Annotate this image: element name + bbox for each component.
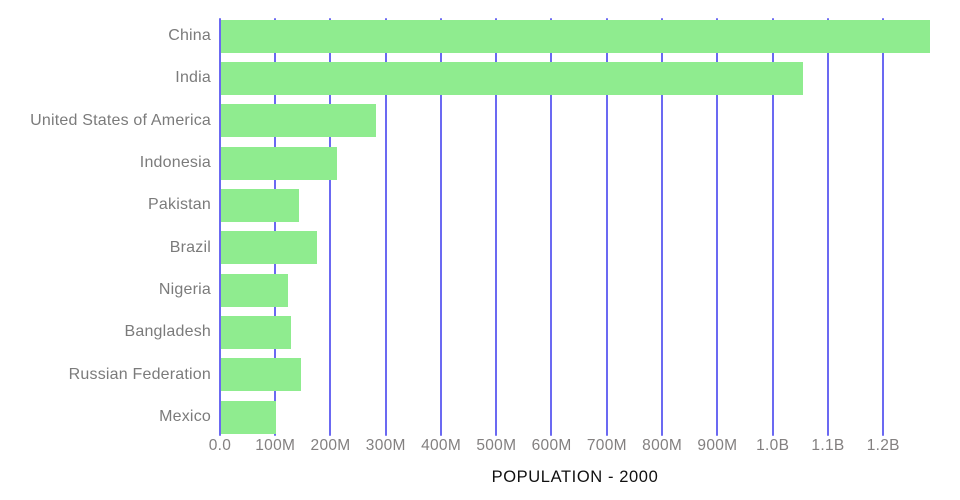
gridline [716,18,719,436]
x-tick-label: 500M [476,437,517,454]
gridline [882,18,885,436]
x-tick-label: 600M [531,437,572,454]
x-tick-label: 100M [255,437,296,454]
gridline [550,18,553,436]
gridline [826,18,829,436]
category-label: Brazil [169,238,211,256]
x-tick-label: 400M [421,437,462,454]
bar [220,19,930,53]
x-tick-label: 700M [586,437,627,454]
bar [220,315,291,349]
gridline [605,18,608,436]
gridline [274,18,277,436]
x-tick-label: 0.0 [208,437,232,454]
bar [220,146,337,180]
gridline [771,18,774,436]
bar [220,104,377,138]
category-label: China [168,27,211,44]
category-label: Indonesia [139,154,211,172]
x-tick-label: 300M [365,437,406,454]
gridline [439,18,442,436]
x-tick-label: 200M [310,437,351,454]
bar [220,231,317,265]
bar [220,61,803,95]
gridline [384,18,387,436]
category-label: Mexico [159,408,211,426]
x-tick-label: 1.2B [866,437,900,454]
x-tick-label: 1.0B [756,437,790,454]
bar [220,188,299,222]
gridline [660,18,663,436]
chart-title: POPULATION - 2000 [491,468,659,486]
category-label: India [175,69,211,87]
bar [220,400,277,434]
x-tick-label: 800M [642,437,683,454]
category-label: Pakistan [148,196,211,214]
category-label: Nigeria [158,281,211,299]
gridline [495,18,498,436]
category-label: Bangladesh [124,323,211,341]
x-tick-label: 1.1B [811,437,845,454]
gridline [218,18,221,436]
bar [220,273,289,307]
bar [220,358,302,392]
category-label: Russian Federation [68,365,211,383]
x-tick-label: 900M [697,437,738,454]
category-label: United States of America [30,111,211,129]
gridline [329,18,332,436]
